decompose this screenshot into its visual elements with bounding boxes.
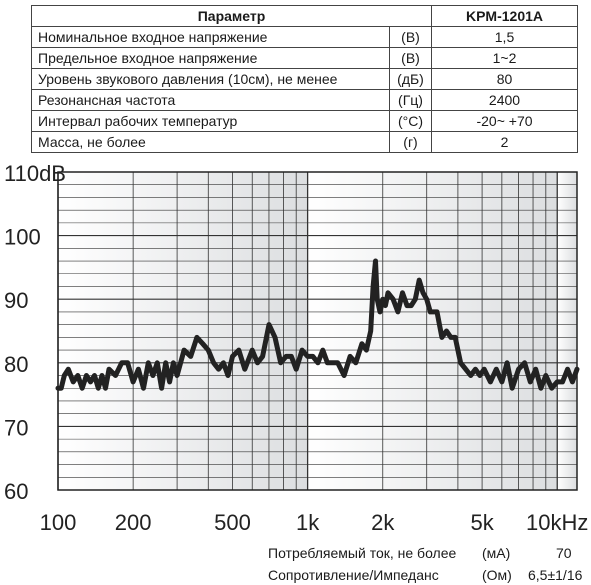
footer-label: Сопротивление/Импеданс <box>268 567 439 583</box>
x-tick-label: 2k <box>371 510 395 535</box>
header-param: Параметр <box>31 5 432 27</box>
table-row: Резонансная частота (Гц) 2400 <box>31 89 578 111</box>
param-value: 2 <box>431 131 578 153</box>
param-unit: (Гц) <box>389 89 432 111</box>
param-value: 1~2 <box>431 47 578 69</box>
param-name: Резонансная частота <box>31 89 390 111</box>
param-name: Масса, не более <box>31 131 390 153</box>
footer-row-current: Потребляемый ток, не более (мА) 70 <box>0 545 591 563</box>
param-value: 80 <box>431 68 578 90</box>
x-tick-label: 10kHz <box>526 510 588 535</box>
param-name: Уровень звукового давления (10см), не ме… <box>31 68 390 90</box>
y-tick-label: 70 <box>4 415 28 440</box>
footer-row-impedance: Сопротивление/Импеданс (Ом) 6,5±1/16 <box>0 567 591 585</box>
x-tick-label: 5k <box>470 510 494 535</box>
footer-value: 6,5±1/16 <box>528 567 583 583</box>
param-unit: (г) <box>389 131 432 153</box>
frequency-response-chart: 110dB 100 90 80 70 60 100 200 500 1k 2k 5k 10kHz <box>4 161 588 535</box>
x-tick-label: 500 <box>214 510 251 535</box>
x-tick-label: 200 <box>115 510 152 535</box>
table-row: Предельное входное напряжение (В) 1~2 <box>31 47 578 69</box>
param-value: -20~ +70 <box>431 110 578 132</box>
param-value: 2400 <box>431 89 578 111</box>
footer-label: Потребляемый ток, не более <box>268 545 457 561</box>
param-unit: (°C) <box>389 110 432 132</box>
y-tick-label: 90 <box>4 288 28 313</box>
header-model: KPM-1201A <box>431 5 578 27</box>
spec-table-header: Параметр KPM-1201A <box>31 5 578 27</box>
y-tick-label: 80 <box>4 352 28 377</box>
y-tick-label: 100 <box>4 225 41 250</box>
footer-unit: (Ом) <box>482 567 512 583</box>
plot-background-panel <box>557 172 577 490</box>
table-row: Масса, не более (г) 2 <box>31 131 578 153</box>
footer-unit: (мА) <box>482 545 511 561</box>
param-name: Предельное входное напряжение <box>31 47 390 69</box>
spec-table: Параметр KPM-1201A Номинальное входное н… <box>31 5 578 153</box>
x-tick-label: 1k <box>296 510 320 535</box>
x-tick-label: 100 <box>40 510 77 535</box>
footer-value: 70 <box>556 545 572 561</box>
param-unit: (В) <box>389 47 432 69</box>
table-row: Номинальное входное напряжение (В) 1,5 <box>31 26 578 48</box>
plot-background-panel <box>307 172 558 490</box>
table-row: Уровень звукового давления (10см), не ме… <box>31 68 578 90</box>
param-value: 1,5 <box>431 26 578 48</box>
param-name: Номинальное входное напряжение <box>31 26 390 48</box>
y-tick-label: 60 <box>4 479 28 504</box>
table-row: Интервал рабочих температур (°C) -20~ +7… <box>31 110 578 132</box>
param-unit: (дБ) <box>389 68 432 90</box>
param-unit: (В) <box>389 26 432 48</box>
plot-frame <box>57 171 578 491</box>
y-tick-label: 110dB <box>4 161 66 186</box>
param-name: Интервал рабочих температур <box>31 110 390 132</box>
series-line <box>55 258 580 391</box>
